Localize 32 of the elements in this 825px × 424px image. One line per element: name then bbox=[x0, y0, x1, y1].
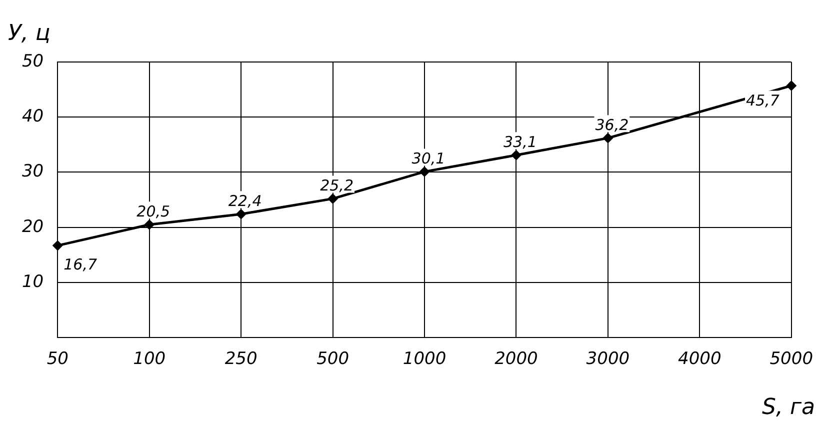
x-tick-label: 250 bbox=[224, 349, 258, 370]
point bbox=[603, 133, 613, 143]
x-tick-label: 1000 bbox=[402, 349, 446, 370]
x-tick-label: 3000 bbox=[586, 349, 630, 370]
y-tick-label: 30 bbox=[22, 162, 44, 182]
x-axis-title: S, га bbox=[762, 395, 815, 420]
point bbox=[786, 80, 796, 90]
data-label: 30,1 bbox=[412, 150, 446, 168]
x-tick-label: 4000 bbox=[678, 349, 722, 370]
x-tick-label: 50 bbox=[46, 349, 68, 370]
x-tick-label: 5000 bbox=[770, 349, 813, 370]
point bbox=[144, 220, 154, 230]
y-tick-label: 10 bbox=[22, 272, 44, 292]
point bbox=[328, 194, 338, 204]
x-tick-label: 100 bbox=[133, 349, 166, 370]
data-label: 20,5 bbox=[136, 202, 170, 221]
data-label: 25,2 bbox=[320, 176, 354, 195]
data-label: 45,7 bbox=[746, 92, 780, 110]
point bbox=[420, 166, 430, 176]
data-label: 22,4 bbox=[228, 192, 262, 210]
point bbox=[511, 150, 521, 160]
y-tick-label: 50 bbox=[22, 51, 44, 72]
data-label: 16,7 bbox=[64, 256, 98, 274]
data-label: 36,2 bbox=[595, 116, 629, 134]
y-axis-title: У, ц bbox=[8, 21, 50, 46]
point bbox=[236, 209, 246, 219]
y-tick-label: 40 bbox=[22, 106, 44, 127]
point bbox=[52, 240, 62, 250]
x-tick-label: 500 bbox=[316, 349, 350, 370]
data-label: 33,1 bbox=[504, 133, 537, 152]
x-tick-label: 2000 bbox=[494, 349, 538, 370]
y-tick-label: 20 bbox=[22, 216, 44, 237]
